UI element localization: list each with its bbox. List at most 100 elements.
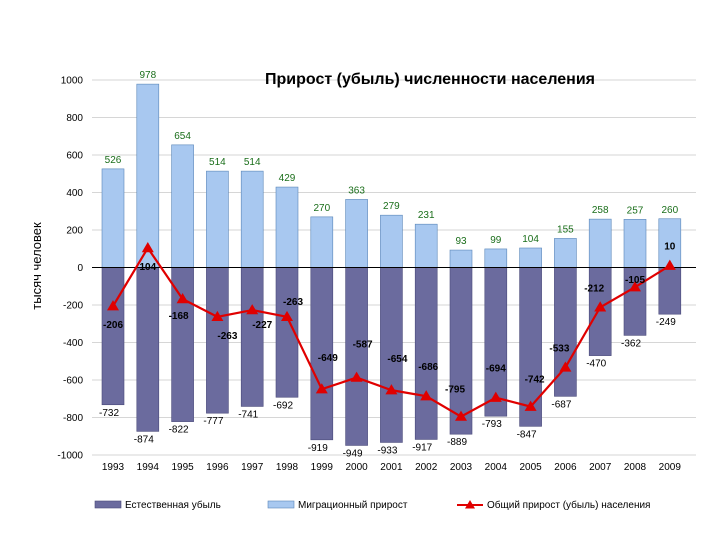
natural-decline-value-label: -874	[134, 434, 154, 445]
natural-decline-value-label: -793	[482, 419, 502, 430]
legend-label: Миграционный прирост	[298, 500, 408, 511]
natural-decline-bar	[450, 268, 472, 435]
total-growth-value-label: -587	[353, 340, 373, 351]
legend-swatch	[95, 501, 121, 508]
total-growth-value-label: -686	[418, 362, 438, 373]
y-tick-label: -600	[63, 376, 83, 387]
natural-decline-bar	[659, 268, 681, 315]
migration-value-label: 93	[455, 236, 467, 247]
total-growth-value-label: -795	[445, 385, 465, 396]
x-tick-label: 2007	[589, 462, 612, 473]
natural-decline-value-label: -692	[273, 400, 293, 411]
migration-growth-bar	[485, 249, 507, 268]
migration-growth-bar	[589, 219, 611, 267]
x-tick-label: 2003	[450, 462, 473, 473]
migration-growth-bar	[311, 217, 333, 268]
migration-value-label: 514	[244, 157, 261, 168]
natural-decline-value-label: -470	[586, 359, 606, 370]
x-tick-label: 1995	[171, 462, 194, 473]
y-tick-label: -200	[63, 301, 83, 312]
migration-growth-bar	[172, 145, 194, 268]
y-axis-label: тысяч человек	[29, 222, 44, 310]
x-tick-label: 1993	[102, 462, 125, 473]
natural-decline-bar	[172, 268, 194, 422]
natural-decline-value-label: -919	[308, 443, 328, 454]
migration-growth-bars	[102, 84, 681, 267]
natural-decline-value-label: -847	[517, 429, 537, 440]
migration-value-label: 260	[661, 205, 678, 216]
migration-value-label: 978	[139, 70, 156, 81]
migration-value-label: 258	[592, 205, 609, 216]
migration-growth-bar	[276, 187, 298, 267]
x-tick-label: 1996	[206, 462, 229, 473]
total-growth-value-label: 10	[664, 242, 676, 253]
natural-decline-value-label: -889	[447, 437, 467, 448]
natural-decline-value-label: -933	[377, 445, 397, 456]
legend: Естественная убыль Миграционный прирост Об…	[95, 499, 650, 511]
migration-growth-bar	[415, 224, 437, 267]
x-tick-label: 1997	[241, 462, 264, 473]
x-tick-label: 2002	[415, 462, 438, 473]
migration-value-label: 99	[490, 235, 502, 246]
migration-growth-bar	[520, 248, 542, 268]
natural-decline-bar	[589, 268, 611, 356]
migration-value-label: 654	[174, 131, 191, 142]
migration-value-label: 257	[627, 205, 644, 216]
migration-growth-bar	[380, 215, 402, 267]
natural-decline-value-label: -249	[656, 317, 676, 328]
migration-value-label: 231	[418, 210, 435, 221]
x-tick-label: 2005	[519, 462, 542, 473]
total-growth-value-label: -168	[169, 311, 189, 322]
total-growth-value-label: -263	[283, 297, 303, 308]
y-tick-label: 1000	[61, 76, 84, 87]
natural-decline-value-label: -949	[343, 448, 363, 459]
migration-growth-bar	[241, 171, 263, 267]
y-tick-label: 200	[66, 226, 83, 237]
natural-decline-value-label: -917	[412, 442, 432, 453]
total-growth-value-label: -206	[103, 320, 123, 331]
x-tick-label: 2009	[659, 462, 682, 473]
total-growth-value-label: -694	[486, 364, 506, 375]
natural-decline-value-label: -362	[621, 338, 641, 349]
migration-growth-bar	[137, 84, 159, 267]
y-tick-label: 0	[77, 263, 83, 274]
total-growth-value-label: 104	[139, 262, 156, 273]
total-growth-value-label: -227	[252, 320, 272, 331]
x-tick-label: 2001	[380, 462, 403, 473]
migration-value-label: 429	[279, 173, 296, 184]
migration-growth-bar	[450, 250, 472, 267]
y-tick-label: 800	[66, 113, 83, 124]
legend-label: Общий прирост (убыль) населения	[487, 499, 650, 511]
total-growth-value-label: -105	[625, 275, 645, 286]
x-tick-label: 2000	[345, 462, 368, 473]
total-growth-value-label: -654	[387, 354, 407, 365]
natural-decline-bar	[241, 268, 263, 407]
natural-decline-value-label: -777	[203, 416, 223, 427]
natural-decline-bar	[346, 268, 368, 446]
y-tick-label: 400	[66, 188, 83, 199]
migration-value-label: 363	[348, 185, 365, 196]
y-tick-label: 600	[66, 151, 83, 162]
y-tick-label: -400	[63, 338, 83, 349]
chart-title: Прирост (убыль) численности населения	[265, 71, 595, 88]
migration-value-label: 104	[522, 234, 539, 245]
natural-decline-bar	[415, 268, 437, 440]
natural-decline-value-label: -741	[238, 409, 258, 420]
migration-value-label: 514	[209, 157, 226, 168]
migration-value-label: 270	[313, 203, 330, 214]
natural-decline-value-label: -687	[551, 399, 571, 410]
x-tick-label: 1999	[311, 462, 334, 473]
migration-growth-bar	[346, 199, 368, 267]
y-tick-label: -800	[63, 413, 83, 424]
migration-growth-bar	[624, 219, 646, 267]
total-growth-value-label: -212	[584, 283, 604, 294]
legend-label: Естественная убыль	[125, 499, 221, 511]
migration-value-label: 526	[105, 155, 122, 166]
y-tick-label: -1000	[57, 451, 83, 462]
total-growth-value-label: -263	[217, 331, 237, 342]
migration-growth-bar	[102, 169, 124, 268]
total-growth-value-label: -649	[318, 353, 338, 364]
total-growth-value-label: -533	[549, 343, 569, 354]
migration-growth-bar	[554, 238, 576, 267]
